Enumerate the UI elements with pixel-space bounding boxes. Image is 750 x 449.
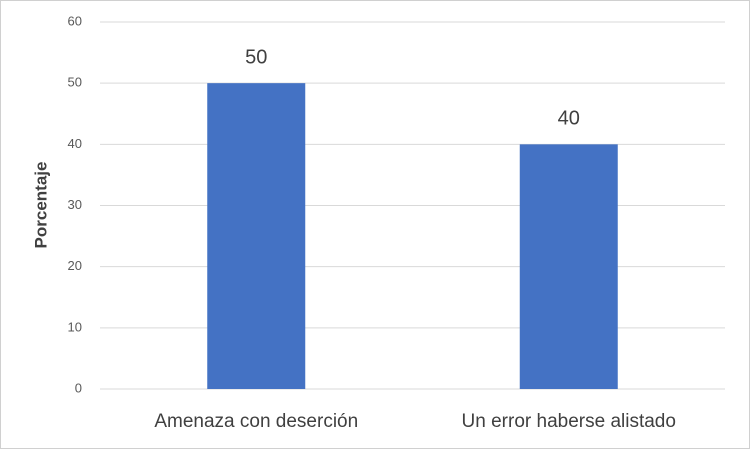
y-tick-label: 60	[68, 13, 82, 28]
y-tick-label: 0	[75, 380, 82, 395]
data-label: 50	[245, 46, 267, 68]
bar	[519, 144, 618, 389]
x-tick-label: Un error haberse alistado	[462, 411, 676, 432]
y-tick-label: 50	[68, 75, 82, 90]
data-label: 40	[558, 108, 580, 130]
y-tick-label: 30	[68, 197, 82, 212]
bar	[207, 83, 306, 390]
y-tick-label: 20	[68, 258, 82, 273]
y-tick-label: 40	[68, 136, 82, 151]
y-tick-label: 10	[68, 319, 82, 334]
y-axis-label: Porcentaje	[31, 162, 50, 249]
x-tick-label: Amenaza con deserción	[154, 411, 358, 432]
